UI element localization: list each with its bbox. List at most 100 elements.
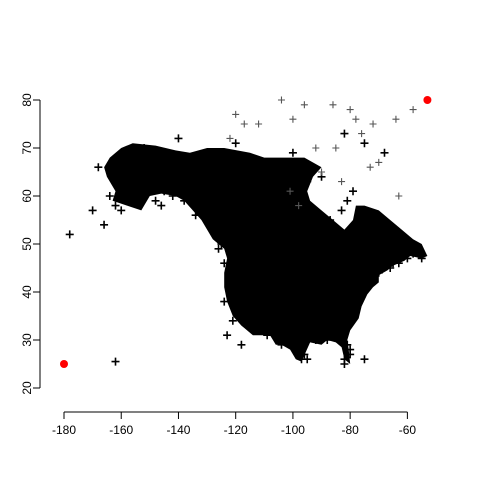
plus-point xyxy=(369,278,378,287)
plus-point xyxy=(351,302,360,311)
plus-point xyxy=(160,187,169,196)
plus-point xyxy=(369,120,377,128)
plus-point xyxy=(157,201,166,210)
plus-point xyxy=(174,134,183,143)
plus-point xyxy=(354,288,363,296)
plus-point xyxy=(346,350,355,359)
plus-point xyxy=(346,312,355,320)
plus-point xyxy=(397,249,406,258)
plus-point xyxy=(343,196,352,205)
plus-point xyxy=(226,134,234,142)
x-tick-label: -160 xyxy=(109,423,133,437)
continental-point-cloud xyxy=(104,143,428,364)
plus-point xyxy=(163,182,172,191)
plus-point xyxy=(203,206,212,215)
plus-point xyxy=(386,249,395,258)
plus-point xyxy=(220,297,229,306)
data-points xyxy=(60,96,432,368)
plus-point xyxy=(340,331,349,340)
plus-point xyxy=(360,355,369,364)
plus-point xyxy=(291,225,300,234)
plus-point xyxy=(228,316,237,325)
plus-point xyxy=(111,201,120,210)
plus-point xyxy=(174,163,183,172)
plus-point xyxy=(232,110,240,118)
x-tick-label: -100 xyxy=(281,423,305,437)
plus-point xyxy=(246,278,254,287)
plus-point xyxy=(300,101,308,109)
plus-point xyxy=(414,249,423,258)
y-tick-label: 60 xyxy=(20,189,34,203)
plus-point xyxy=(312,144,320,152)
plus-point xyxy=(340,129,349,138)
plus-point xyxy=(409,106,417,114)
plus-point xyxy=(128,196,137,205)
plus-point xyxy=(349,187,358,196)
y-tick-label: 80 xyxy=(20,93,34,107)
plus-point xyxy=(223,331,232,340)
plus-point xyxy=(337,206,346,215)
plus-point xyxy=(374,268,383,277)
plus-point xyxy=(122,168,131,176)
plus-point xyxy=(240,302,249,311)
plus-point xyxy=(255,120,263,128)
plus-point xyxy=(403,254,412,263)
plus-point xyxy=(300,259,309,268)
plus-point xyxy=(280,235,289,244)
plus-point xyxy=(263,331,272,340)
y-tick-label: 40 xyxy=(20,285,34,299)
plus-point xyxy=(300,350,309,359)
plus-point xyxy=(248,321,257,330)
plus-point xyxy=(211,220,220,229)
y-tick-label: 50 xyxy=(20,237,34,251)
plus-point xyxy=(317,326,326,335)
plus-point xyxy=(240,120,248,128)
plus-point xyxy=(329,101,337,109)
plus-point xyxy=(268,283,277,292)
plus-point xyxy=(340,355,349,364)
axes: -180 -160 -140 -120 -100 -80 -60 20 30 40 50 60 70 80 xyxy=(20,93,416,437)
plus-point xyxy=(318,168,326,176)
plus-point xyxy=(214,244,223,253)
plus-point xyxy=(386,264,395,272)
plus-point xyxy=(323,316,332,325)
plus-point xyxy=(297,345,306,354)
plus-point xyxy=(311,336,320,344)
plus-point xyxy=(94,163,103,172)
x-tick-label: -180 xyxy=(52,423,76,437)
plus-point xyxy=(240,264,249,272)
plus-point xyxy=(154,172,163,181)
plus-point xyxy=(251,249,260,258)
x-tick-label: -140 xyxy=(166,423,190,437)
plus-point xyxy=(394,259,403,268)
plus-point xyxy=(137,187,146,196)
plus-point xyxy=(274,312,283,320)
plus-point xyxy=(323,336,332,344)
plus-point xyxy=(151,196,160,205)
plus-point xyxy=(360,139,369,148)
plus-point xyxy=(111,357,120,366)
plus-point xyxy=(220,259,229,268)
plus-point xyxy=(360,278,369,287)
plus-point xyxy=(271,240,280,248)
plus-point xyxy=(88,206,97,215)
plus-point xyxy=(314,211,323,220)
plus-point xyxy=(297,355,306,364)
plus-point xyxy=(231,259,240,268)
plus-point xyxy=(323,288,332,296)
plus-point xyxy=(228,273,237,282)
plus-point xyxy=(203,216,212,224)
plus-point xyxy=(326,216,335,224)
plus-point xyxy=(297,230,306,239)
plus-point xyxy=(100,220,109,229)
plus-point xyxy=(283,273,292,282)
plus-point xyxy=(343,340,352,349)
plus-point xyxy=(188,177,197,186)
plus-point xyxy=(308,254,317,263)
y-tick-label: 20 xyxy=(20,381,34,395)
plus-point xyxy=(288,244,297,253)
plus-point xyxy=(294,264,303,272)
plus-point xyxy=(260,163,269,172)
plus-point xyxy=(234,307,243,316)
plus-point xyxy=(105,192,114,200)
